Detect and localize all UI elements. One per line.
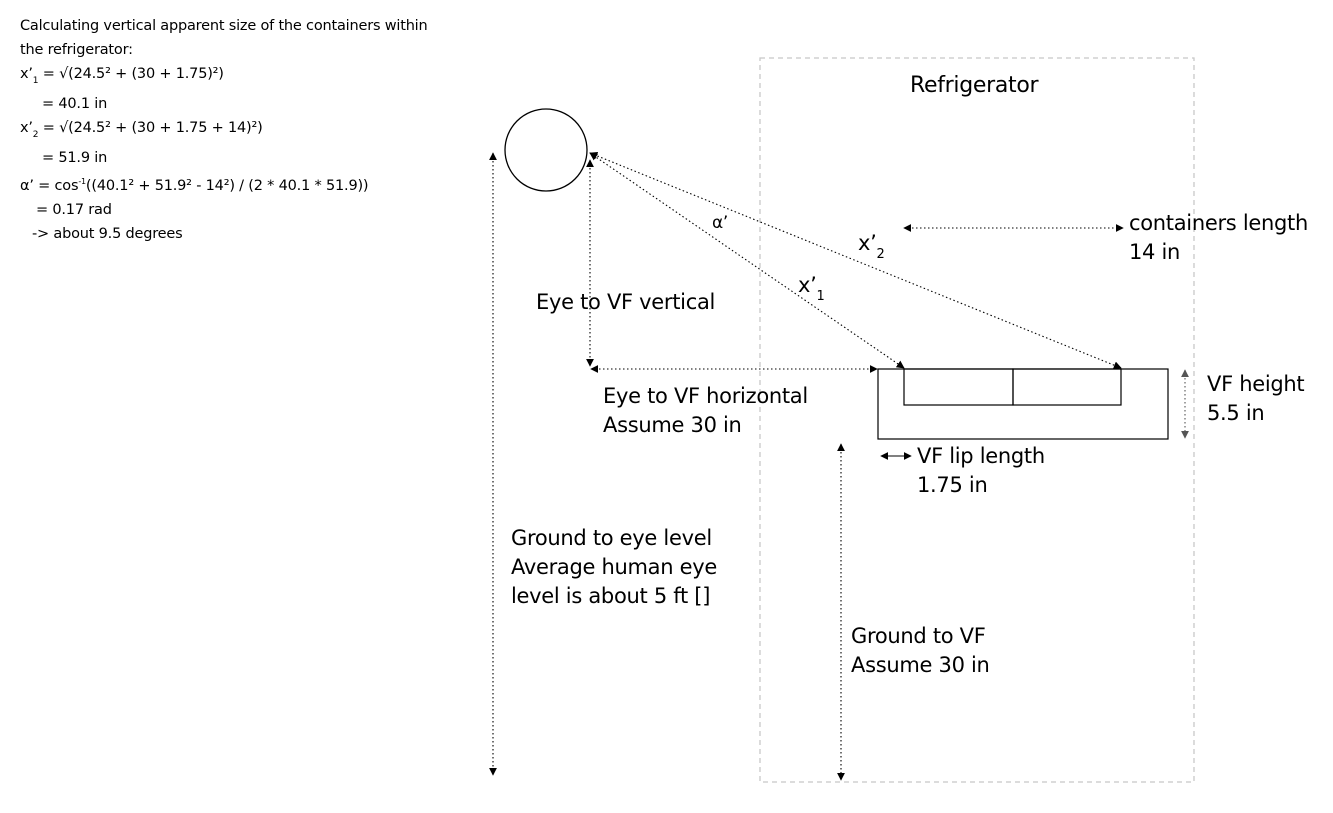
- eye-to-vf-horizontal-label: Eye to VF horizontal Assume 30 in: [603, 384, 808, 437]
- sightline-x1: [589, 152, 905, 369]
- container-right: [1012, 368, 1122, 406]
- refrigerator-box: [759, 57, 1195, 783]
- calc-x2-result: = 51.9 in: [42, 149, 108, 166]
- calc-x1-result: = 40.1 in: [42, 95, 108, 112]
- container-left: [903, 368, 1014, 406]
- vf-lip-label: VF lip length 1.75 in: [917, 444, 1045, 497]
- x2-label: x’2: [858, 231, 885, 262]
- vf-height-label: VF height 5.5 in: [1207, 372, 1305, 425]
- eye-circle: [504, 108, 588, 192]
- calc-x1-formula: x’1 = √(24.5² + (30 + 1.75)²): [20, 66, 224, 86]
- calc-alpha-degrees: -> about 9.5 degrees: [32, 225, 183, 242]
- calculation-block: Calculating vertical apparent size of th…: [20, 14, 490, 246]
- calc-heading-line-1: Calculating vertical apparent size of th…: [20, 18, 428, 34]
- vf-drawer: [877, 368, 1169, 440]
- calc-alpha-result: = 0.17 rad: [36, 201, 112, 218]
- x1-label: x’1: [798, 273, 825, 304]
- alpha-angle-label: α’: [712, 213, 729, 233]
- ground-to-vf-label: Ground to VF Assume 30 in: [851, 624, 990, 677]
- calc-heading-line-2: the refrigerator:: [20, 42, 133, 58]
- refrigerator-label: Refrigerator: [910, 73, 1039, 98]
- sightline-x2: [589, 151, 1122, 370]
- calc-alpha-formula: α’ = cos-1((40.1² + 51.9² - 14²) / (2 * …: [20, 176, 369, 194]
- ground-to-eye-label: Ground to eye level Average human eye le…: [511, 526, 718, 608]
- calc-x2-formula: x’2 = √(24.5² + (30 + 1.75 + 14)²): [20, 119, 263, 140]
- eye-to-vf-vertical-label: Eye to VF vertical: [536, 290, 716, 314]
- containers-length-label: containers length 14 in: [1129, 211, 1308, 264]
